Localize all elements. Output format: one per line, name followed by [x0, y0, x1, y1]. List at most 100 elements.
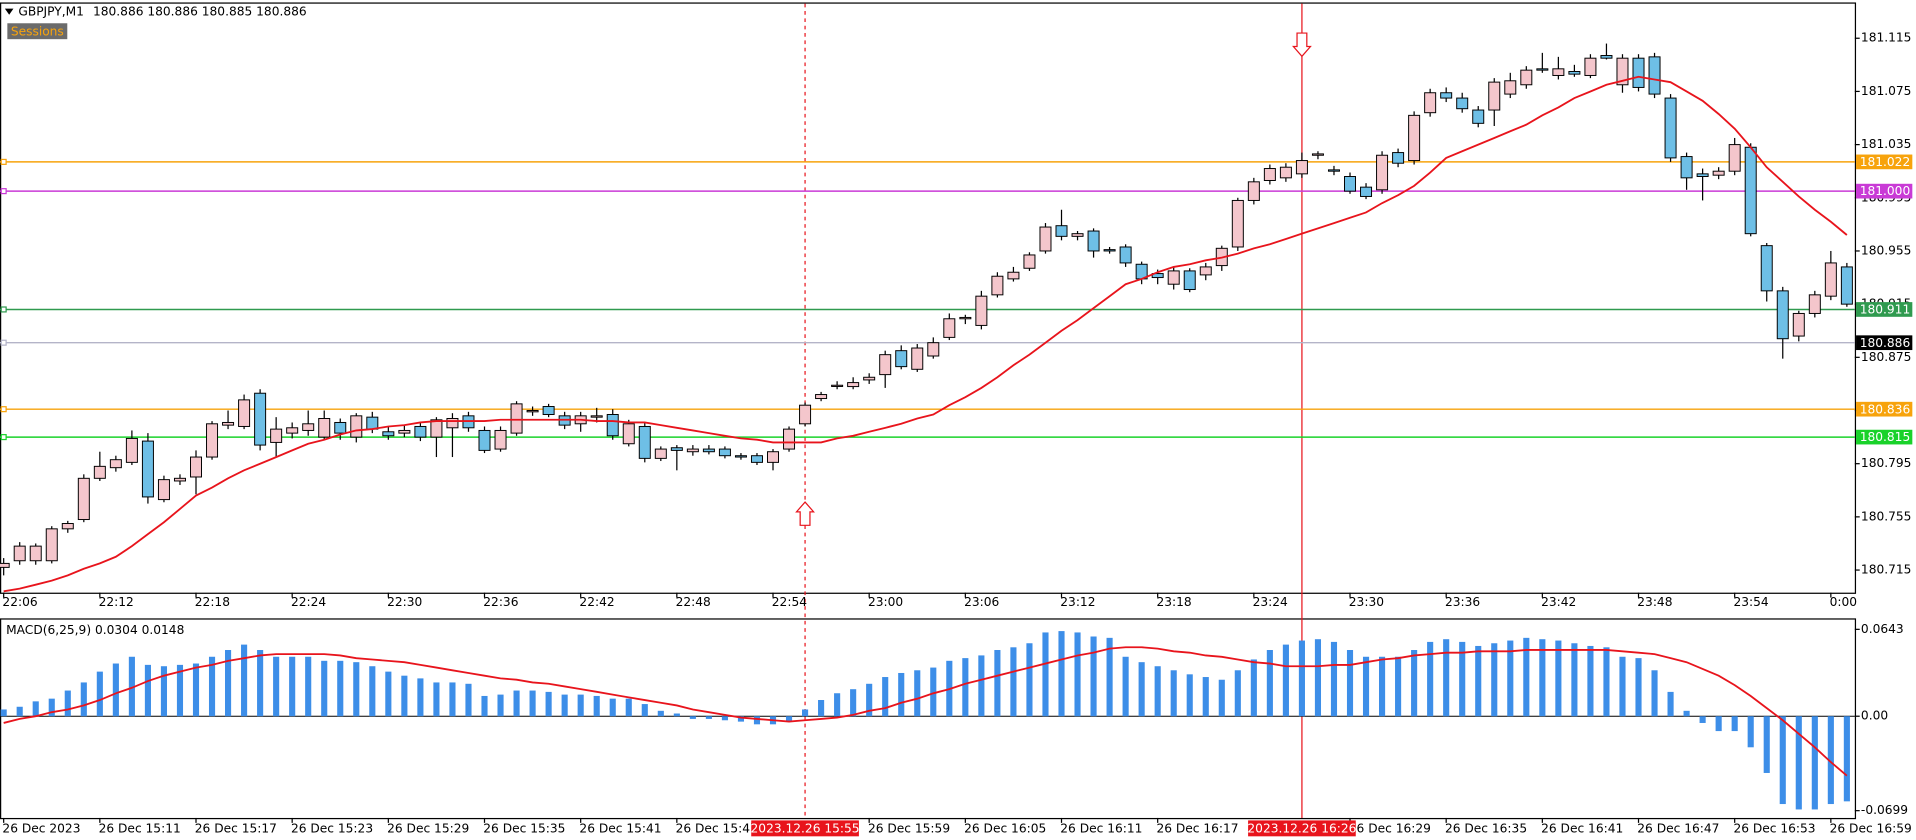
date-label: 26 Dec 16:35: [1445, 821, 1527, 835]
candle-body: [1456, 97, 1469, 110]
candle-body: [173, 477, 186, 482]
candle-body: [1007, 271, 1020, 280]
level-handle[interactable]: [0, 306, 7, 313]
macd-bar: [273, 656, 280, 717]
x-tick-label: 23:12: [1060, 595, 1095, 609]
macd-bar: [882, 677, 889, 717]
candle-body: [1680, 156, 1693, 179]
candle-body: [718, 448, 731, 457]
macd-bar: [1491, 643, 1498, 717]
candle-body: [1744, 146, 1757, 235]
level-label-bg: [1856, 401, 1913, 417]
level-handle[interactable]: [0, 406, 7, 413]
macd-bar: [1571, 643, 1578, 717]
date-label: 26 Dec 16:53: [1733, 821, 1815, 835]
candle-body: [222, 421, 235, 426]
candle-body: [1760, 245, 1773, 292]
level-handle[interactable]: [0, 339, 7, 346]
macd-bar: [305, 656, 312, 717]
candle-body: [1023, 254, 1036, 269]
candle-body: [847, 382, 860, 388]
candle-body: [318, 417, 331, 438]
macd-bar: [1635, 658, 1642, 717]
macd-bar: [1539, 639, 1546, 717]
candle-body: [895, 350, 908, 368]
macd-bar: [641, 704, 648, 717]
macd-bar: [1298, 640, 1305, 717]
x-tick-label: 22:30: [387, 595, 422, 609]
macd-bar: [465, 683, 472, 717]
candle-body: [45, 528, 58, 562]
macd-bar: [64, 690, 71, 717]
date-label: 26 Dec 2023: [2, 821, 80, 835]
candle-body: [1552, 68, 1565, 76]
candle-body: [13, 545, 26, 562]
macd-bar: [561, 694, 568, 717]
macd-bar: [1106, 637, 1113, 717]
level-label-bg: [1856, 154, 1913, 170]
date-label: 26 Dec 16:29: [1349, 821, 1431, 835]
macd-bar: [96, 671, 103, 717]
macd-panel: [0, 618, 1857, 820]
sell-arrow: [1292, 32, 1312, 58]
macd-bar: [1042, 632, 1049, 717]
x-tick-label: 23:24: [1253, 595, 1288, 609]
candle-body: [750, 455, 763, 463]
collapse-icon[interactable]: [4, 8, 14, 15]
macd-bar: [192, 663, 200, 717]
candle-body: [398, 429, 411, 434]
candle-body: [1279, 166, 1292, 179]
candle-body: [1183, 270, 1196, 291]
macd-bar: [657, 710, 664, 717]
candle-body: [302, 423, 315, 431]
candle-body: [1247, 181, 1260, 201]
macd-bar: [785, 716, 793, 722]
macd-bar: [1555, 640, 1562, 717]
macd-bar: [1379, 656, 1386, 717]
x-tick-label: 23:00: [868, 595, 903, 609]
macd-bar: [1587, 645, 1594, 717]
candle-body: [414, 425, 427, 438]
x-tick-label: 23:18: [1156, 595, 1191, 609]
candle-body: [1424, 92, 1437, 114]
level-handle[interactable]: [0, 434, 7, 441]
macd-bar: [1699, 716, 1706, 723]
y-tick-label: -0.0699: [1861, 803, 1908, 817]
macd-bar: [433, 682, 440, 717]
marker-label: 2023.12.26 15:55: [751, 821, 860, 835]
macd-bar: [1154, 666, 1161, 717]
candle-body: [1055, 225, 1068, 237]
macd-bar: [32, 701, 39, 717]
x-tick-label: 23:42: [1541, 595, 1576, 609]
x-tick-label: 22:18: [195, 595, 230, 609]
y-tick-label: 180.875: [1861, 350, 1912, 364]
candle-body: [366, 416, 379, 430]
date-label: 26 Dec 16:05: [964, 821, 1046, 835]
macd-bar: [1362, 656, 1370, 717]
y-tick-label: 0.0643: [1861, 622, 1904, 636]
level-label-bg: [1856, 429, 1913, 445]
price-layer: [0, 3, 1855, 818]
macd-bar: [1651, 670, 1658, 717]
indicator-name[interactable]: Sessions: [11, 24, 64, 38]
level-label-bg: [1856, 302, 1913, 317]
indicator-badge[interactable]: [7, 23, 68, 40]
macd-bar: [1122, 656, 1129, 717]
candle-body: [526, 410, 539, 413]
candle-body: [1167, 270, 1180, 285]
candle-body: [638, 425, 651, 459]
macd-bar: [80, 682, 87, 717]
x-tick-label: 23:48: [1637, 595, 1672, 609]
x-tick-label: 22:24: [291, 595, 326, 609]
macd-bar: [978, 655, 985, 717]
candle-body: [1776, 290, 1789, 340]
candle-body: [1488, 81, 1501, 111]
macd-bar: [1827, 716, 1834, 805]
level-handle[interactable]: [0, 158, 7, 165]
candle-body: [446, 417, 459, 429]
level-handle[interactable]: [0, 188, 7, 195]
date-label: 26 Dec 16:41: [1541, 821, 1623, 835]
macd-title: MACD(6,25,9) 0.0304 0.0148: [6, 623, 184, 637]
